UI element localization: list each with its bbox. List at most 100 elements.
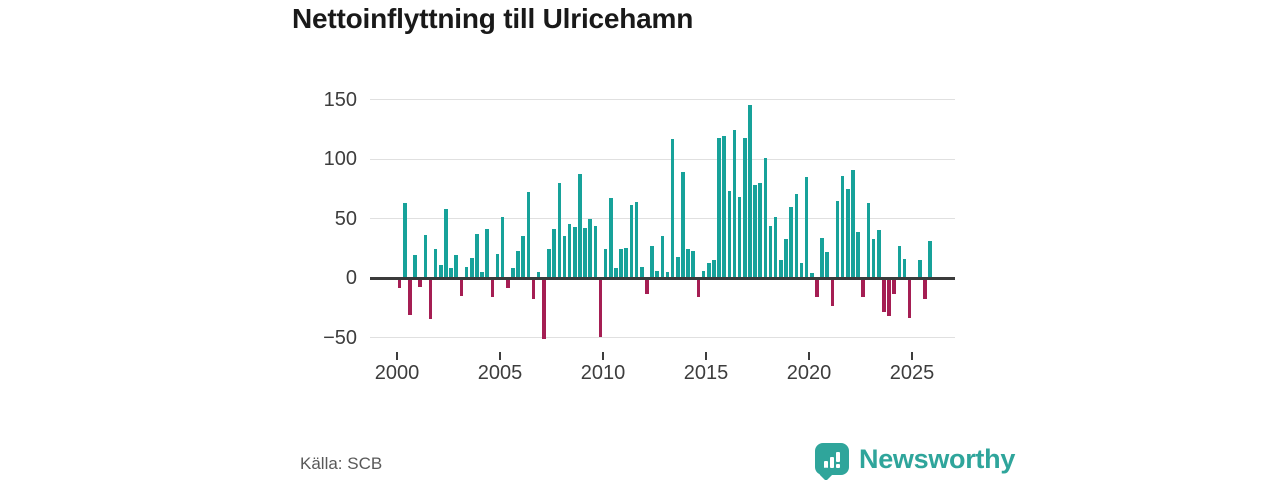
bar-positive: [670, 138, 675, 278]
y-axis-tick-label: 100: [323, 148, 357, 170]
bar-positive: [846, 188, 850, 278]
bar-positive: [742, 137, 747, 278]
bar-negative: [645, 279, 649, 294]
bar-positive: [758, 182, 763, 278]
bar-positive: [825, 251, 829, 278]
bar-positive: [593, 225, 598, 278]
bar-positive: [495, 254, 500, 278]
bar-positive: [732, 130, 737, 278]
bar-positive: [557, 182, 562, 278]
x-axis-tick-label: 2010: [580, 362, 626, 384]
bar-positive: [691, 250, 696, 278]
bar-negative: [696, 279, 701, 298]
bar-positive: [449, 268, 453, 278]
bar-positive: [748, 105, 752, 278]
bar-negative: [861, 279, 866, 298]
x-axis-tick-mark: [602, 352, 604, 360]
x-axis-tick-mark: [705, 352, 707, 360]
bar-positive: [804, 176, 809, 278]
bar-negative: [490, 279, 495, 298]
bar-positive: [681, 172, 685, 278]
bar-positive: [536, 272, 541, 278]
bar-positive: [639, 267, 644, 278]
bar-positive: [475, 233, 479, 278]
zero-axis-line: [370, 276, 955, 280]
bar-positive: [547, 249, 551, 278]
bar-positive: [794, 193, 799, 278]
bar-negative: [887, 279, 891, 317]
gridline: [370, 158, 955, 160]
speech-bubble-tail: [818, 466, 834, 480]
chart-title: Nettoinflyttning till Ulricehamn: [292, 3, 694, 34]
exclamation-icon: [836, 452, 840, 468]
x-axis-tick-label: 2020: [786, 362, 832, 384]
bar-positive: [413, 255, 417, 278]
bar-positive: [511, 268, 515, 278]
x-axis-tick-label: 2015: [683, 362, 729, 384]
bar-positive: [779, 260, 783, 278]
y-axis-tick-label: −50: [323, 326, 357, 349]
y-axis-tick-label: 0: [345, 267, 357, 289]
bar-positive: [820, 237, 824, 278]
bar-positive: [856, 231, 860, 278]
bar-positive: [439, 264, 443, 278]
bar-positive: [614, 268, 618, 278]
bar-positive: [469, 257, 474, 278]
bar-positive: [660, 236, 665, 278]
bar-positive: [665, 272, 670, 278]
bar-positive: [773, 217, 778, 278]
bar-positive: [851, 169, 855, 278]
bar-positive: [918, 260, 922, 278]
bar-positive: [516, 250, 520, 278]
bar-negative: [505, 279, 510, 288]
y-axis-tick-label: 50: [334, 207, 357, 230]
bar-negative: [428, 279, 433, 319]
bar-positive: [444, 208, 448, 278]
bar-negative: [397, 279, 402, 288]
bar-positive: [629, 205, 634, 278]
bar-positive: [552, 229, 556, 278]
gridline: [370, 218, 955, 219]
bar-positive: [464, 267, 469, 278]
bar-positive: [686, 249, 690, 278]
bar-negative: [892, 279, 896, 294]
x-axis-tick-mark: [396, 352, 398, 360]
bar-chart-icon: [830, 457, 834, 468]
bar-negative: [907, 279, 912, 318]
bar-negative: [923, 279, 927, 299]
bar-positive: [876, 230, 881, 278]
newsworthy-logo: Newsworthy: [815, 443, 1015, 480]
bar-positive: [768, 225, 773, 278]
x-axis-tick-mark: [499, 352, 501, 360]
x-axis-tick-label: 2000: [374, 362, 420, 384]
bar-negative: [598, 279, 603, 337]
gridline: [370, 99, 955, 100]
bar-negative: [408, 279, 412, 316]
x-axis-tick-label: 2025: [889, 362, 935, 384]
bar-negative: [459, 279, 464, 297]
bar-positive: [928, 241, 933, 278]
bar-positive: [784, 238, 788, 278]
bar-positive: [722, 136, 726, 278]
bar-positive: [840, 175, 845, 278]
bar-positive: [871, 238, 876, 278]
bar-positive: [634, 201, 639, 278]
bar-positive: [609, 198, 613, 278]
bar-positive: [423, 235, 428, 278]
bar-positive: [835, 200, 840, 278]
x-axis-tick-mark: [808, 352, 810, 360]
bar-positive: [402, 203, 407, 278]
bar-positive: [572, 226, 577, 278]
gridline: [370, 337, 955, 338]
bar-chart-icon: [824, 461, 828, 468]
bar-negative: [531, 279, 536, 299]
bar-positive: [809, 273, 814, 278]
bar-negative: [418, 279, 422, 287]
bar-positive: [500, 217, 505, 278]
bar-positive: [567, 224, 572, 278]
bar-positive: [799, 262, 804, 278]
bar-positive: [727, 191, 732, 278]
bar-positive: [789, 206, 793, 278]
bar-positive: [624, 248, 629, 278]
